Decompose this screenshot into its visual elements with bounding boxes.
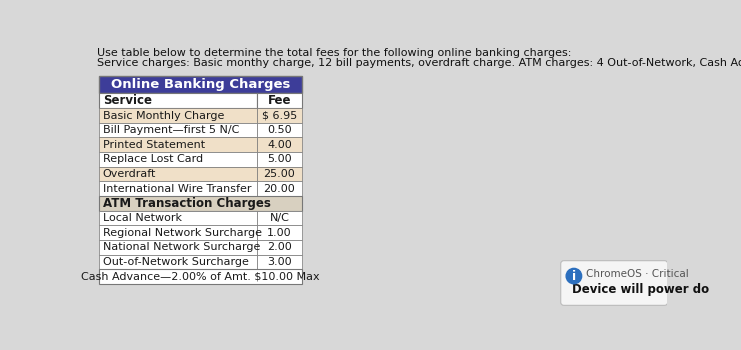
Bar	[99, 181, 257, 196]
Text: 20.00: 20.00	[264, 184, 295, 194]
Bar	[99, 76, 302, 93]
Bar	[257, 108, 302, 123]
Text: 5.00: 5.00	[267, 154, 292, 164]
Bar	[257, 254, 302, 269]
Text: Use table below to determine the total fees for the following online banking cha: Use table below to determine the total f…	[97, 48, 571, 58]
Bar	[99, 167, 257, 181]
Text: 0.50: 0.50	[267, 125, 292, 135]
Text: 3.00: 3.00	[267, 257, 292, 267]
Text: Bill Payment—first 5 N/C: Bill Payment—first 5 N/C	[103, 125, 239, 135]
Bar	[257, 240, 302, 254]
Text: 1.00: 1.00	[267, 228, 292, 238]
Bar	[99, 254, 257, 269]
Text: Service: Service	[103, 94, 152, 107]
Text: Overdraft: Overdraft	[103, 169, 156, 179]
Text: Basic Monthly Charge: Basic Monthly Charge	[103, 111, 224, 120]
Text: Service charges: Basic monthy charge, 12 bill payments, overdraft charge. ATM ch: Service charges: Basic monthy charge, 12…	[97, 58, 741, 68]
Text: Online Banking Charges: Online Banking Charges	[110, 78, 290, 91]
Text: Printed Statement: Printed Statement	[103, 140, 205, 150]
Text: ChromeOS · Critical: ChromeOS · Critical	[585, 269, 688, 279]
Text: International Wire Transfer: International Wire Transfer	[103, 184, 251, 194]
Bar	[99, 123, 257, 138]
Bar	[257, 167, 302, 181]
Bar	[257, 93, 302, 108]
Text: Replace Lost Card: Replace Lost Card	[103, 154, 203, 164]
Text: N/C: N/C	[270, 213, 289, 223]
Text: 25.00: 25.00	[264, 169, 295, 179]
Bar	[257, 138, 302, 152]
Circle shape	[566, 268, 582, 284]
Text: Regional Network Surcharge: Regional Network Surcharge	[103, 228, 262, 238]
FancyBboxPatch shape	[561, 261, 668, 305]
Bar	[99, 138, 257, 152]
Text: National Network Surcharge: National Network Surcharge	[103, 242, 260, 252]
Text: 2.00: 2.00	[267, 242, 292, 252]
Bar	[257, 152, 302, 167]
Bar	[99, 108, 257, 123]
Bar	[99, 93, 257, 108]
Text: Out-of-Network Surcharge: Out-of-Network Surcharge	[103, 257, 248, 267]
Bar	[99, 240, 257, 254]
Bar	[99, 211, 257, 225]
Text: i: i	[572, 270, 576, 282]
Bar	[99, 196, 302, 211]
Text: Fee: Fee	[268, 94, 291, 107]
Bar	[257, 211, 302, 225]
Bar	[99, 152, 257, 167]
Text: ATM Transaction Charges: ATM Transaction Charges	[103, 197, 270, 210]
Bar	[257, 123, 302, 138]
Bar	[257, 181, 302, 196]
Bar	[257, 225, 302, 240]
Text: $ 6.95: $ 6.95	[262, 111, 297, 120]
Text: Device will power do: Device will power do	[571, 283, 708, 296]
Text: Cash Advance—2.00% of Amt. $10.00 Max: Cash Advance—2.00% of Amt. $10.00 Max	[81, 272, 319, 281]
Bar	[99, 225, 257, 240]
Bar	[99, 269, 302, 284]
Text: 4.00: 4.00	[267, 140, 292, 150]
Text: Local Network: Local Network	[103, 213, 182, 223]
